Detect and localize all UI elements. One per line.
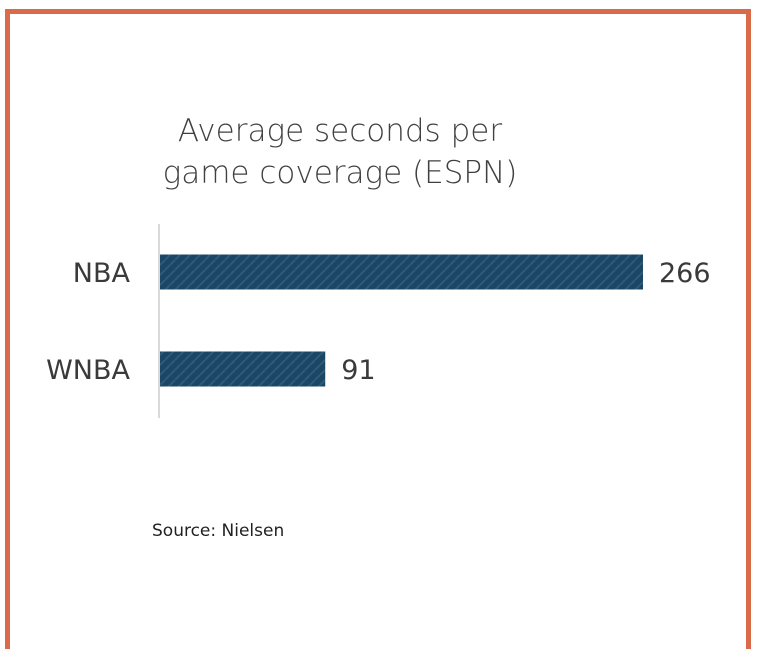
data-label-nba: 266 (659, 258, 711, 289)
bar-nba (160, 254, 643, 290)
bar-wnba (160, 351, 326, 387)
chart-frame (5, 9, 751, 649)
chart-title: Average seconds per game coverage (ESPN) (120, 110, 560, 194)
chart-title-line-1: Average seconds per (177, 113, 503, 149)
category-label-nba: NBA (73, 258, 131, 289)
chart-title-line-2: game coverage (ESPN) (162, 155, 518, 191)
data-label-wnba: 91 (341, 355, 375, 386)
category-label-wnba: WNBA (46, 355, 130, 386)
source-note: Source: Nielsen (152, 521, 285, 541)
